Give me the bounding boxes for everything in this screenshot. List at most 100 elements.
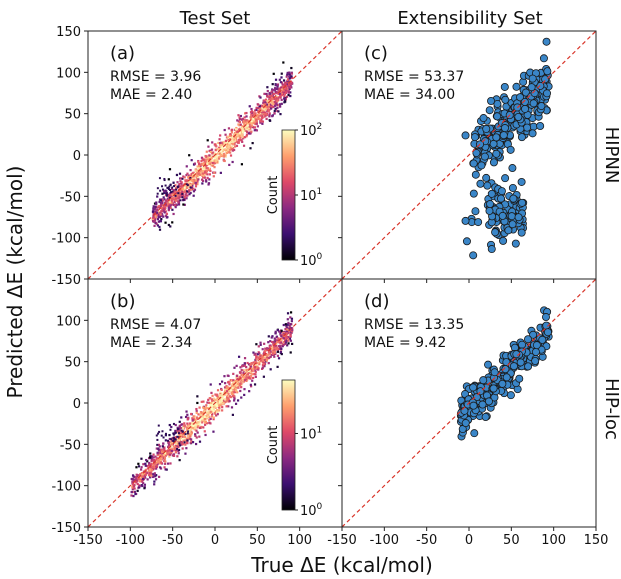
density-cell (131, 488, 134, 491)
density-cell (155, 209, 158, 212)
density-cell (224, 144, 228, 147)
density-cell (264, 353, 267, 356)
density-cell (162, 215, 165, 218)
density-cell (213, 411, 216, 414)
density-cell (266, 108, 269, 111)
density-cell (233, 133, 236, 136)
density-cell (186, 172, 189, 175)
density-cell (254, 112, 257, 115)
density-cell (239, 139, 242, 142)
density-cell (183, 186, 186, 189)
density-cell (172, 212, 175, 216)
density-cell (196, 165, 199, 168)
density-cell (211, 152, 214, 155)
density-cell (240, 384, 243, 387)
density-cell (163, 466, 166, 469)
density-cell (174, 451, 178, 454)
density-cell (262, 359, 265, 362)
scatter-point (514, 213, 523, 222)
density-cell (152, 208, 155, 211)
density-cell (254, 118, 257, 121)
density-cell (175, 192, 179, 195)
density-cell (236, 391, 239, 394)
density-cell (177, 203, 181, 206)
density-cell (182, 175, 185, 178)
density-cell (207, 168, 210, 172)
density-cell (142, 463, 145, 466)
density-cell (242, 371, 245, 375)
density-cell (235, 136, 238, 139)
density-cell (265, 348, 268, 351)
density-cell (151, 465, 154, 468)
density-cell (175, 197, 178, 200)
density-cell (202, 179, 205, 183)
density-cell (188, 193, 191, 196)
x-tick-label: 150 (584, 533, 609, 548)
density-cell (273, 355, 276, 358)
density-cell (255, 120, 258, 123)
density-cell (276, 341, 279, 344)
scatter-point (517, 177, 526, 186)
density-cell (290, 66, 293, 70)
density-cell (170, 200, 173, 203)
density-cell (202, 163, 205, 166)
density-cell (243, 388, 246, 391)
density-cell (173, 440, 176, 443)
density-cell (134, 492, 137, 496)
density-cell (174, 444, 178, 447)
density-cell (258, 95, 261, 98)
density-cell (288, 75, 291, 78)
density-cell (156, 195, 159, 198)
density-cell (211, 394, 214, 397)
density-cell (197, 413, 200, 416)
density-cell (174, 190, 177, 194)
density-cell (163, 452, 166, 455)
density-cell (241, 140, 244, 143)
scatter-point (484, 360, 493, 369)
density-cell (249, 374, 252, 377)
density-cell (256, 103, 259, 106)
density-cell (263, 92, 266, 95)
density-cell (219, 392, 222, 396)
density-cell (270, 105, 273, 108)
density-cell (186, 190, 189, 193)
density-cell (287, 90, 290, 93)
density-cell (187, 430, 190, 433)
y-tick-label: 150 (56, 25, 81, 40)
density-cell (202, 406, 205, 409)
density-cell (242, 120, 245, 123)
density-cell (197, 421, 200, 424)
density-cell (158, 225, 161, 229)
density-cell (173, 438, 176, 441)
density-cell (214, 402, 217, 406)
density-cell (165, 212, 169, 215)
density-cell (249, 111, 253, 114)
density-cell (273, 342, 276, 345)
density-cell (228, 142, 231, 145)
density-cell (188, 422, 191, 425)
density-cell (159, 213, 162, 216)
density-cell (178, 187, 181, 190)
density-cell (255, 355, 258, 359)
density-cell (289, 94, 292, 98)
density-cell (213, 412, 217, 415)
density-cell (153, 202, 157, 205)
density-cell (154, 478, 158, 481)
density-cell (235, 389, 238, 392)
density-cell (170, 448, 173, 451)
density-cell (133, 478, 136, 481)
density-cell (221, 145, 224, 149)
density-cell (245, 135, 248, 138)
density-cell (211, 159, 214, 162)
scatter-point (491, 228, 500, 237)
density-cell (160, 448, 163, 451)
density-cell (231, 147, 235, 150)
density-cell (257, 351, 260, 354)
density-cell (164, 439, 167, 442)
density-cell (282, 343, 285, 347)
density-cell (286, 318, 289, 321)
density-cell (176, 181, 179, 184)
density-cell (236, 377, 239, 380)
density-cell (148, 456, 152, 459)
density-cell (267, 106, 270, 109)
